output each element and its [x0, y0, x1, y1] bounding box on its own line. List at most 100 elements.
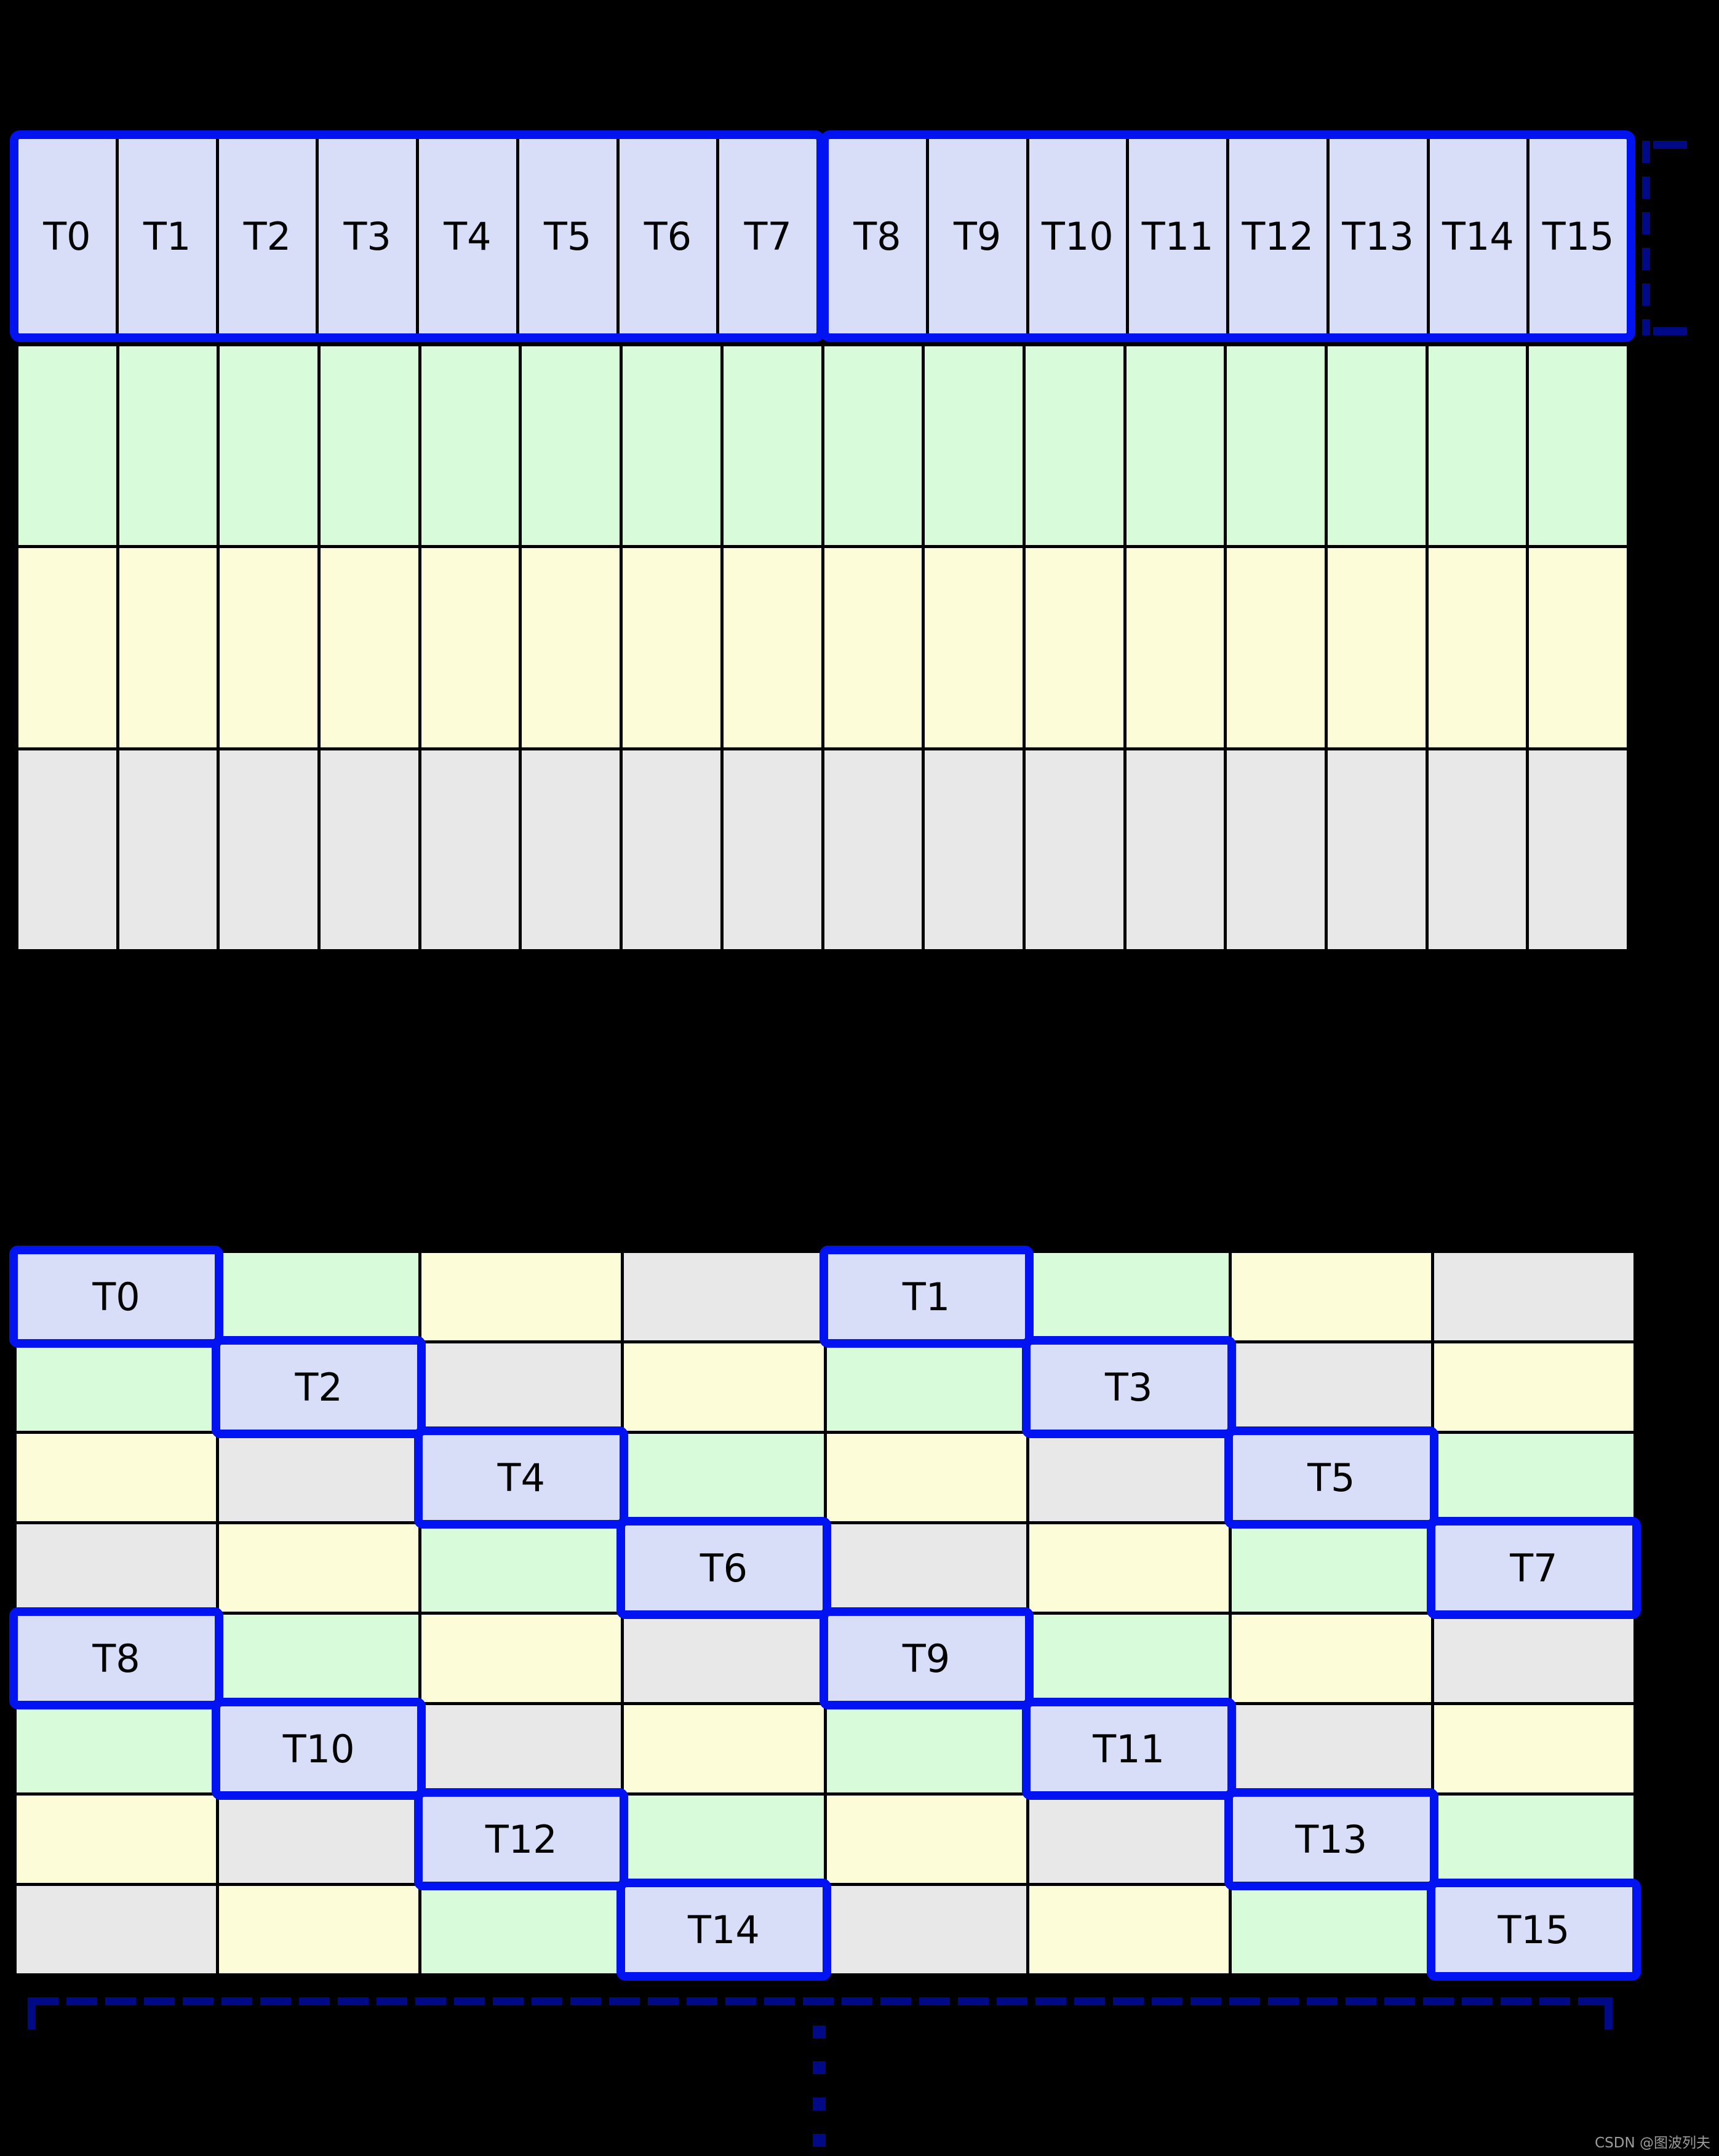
bottom-bracket-right-tick [1605, 1997, 1613, 2029]
bank-cell-blue: T3 [1021, 1336, 1236, 1438]
memory-cell-yellow [1025, 548, 1123, 747]
right-bracket-dashed-line [1642, 141, 1650, 335]
continuation-dot [813, 2098, 826, 2110]
bank-cell-green [1029, 1253, 1229, 1340]
thread-group-warp-half-0: T0 T1 T2 T3 T4 T5 T6 T7 [10, 130, 825, 342]
memory-cell-green [925, 346, 1023, 546]
thread-cell-t9: T9 [928, 139, 1026, 333]
memory-cell-green [220, 346, 318, 546]
memory-cell-gray [18, 750, 116, 949]
memory-cell-yellow [522, 548, 620, 747]
bank-cell-yellow [421, 1253, 621, 1340]
thread-label-t4: T4 [497, 1455, 545, 1500]
bank-cell-green [826, 1343, 1026, 1431]
bank-cell-green [421, 1886, 621, 1973]
bank-cell-yellow [17, 1796, 217, 1883]
bank-cell-yellow [219, 1524, 419, 1612]
thread-cell-t15: T15 [1530, 139, 1627, 333]
continuation-dot [813, 2134, 826, 2147]
bank-cell-green [17, 1343, 217, 1431]
bank-cell-gray [826, 1886, 1026, 1973]
thread-cell-t11: T11 [1129, 139, 1226, 333]
memory-cell-green [321, 346, 418, 546]
memory-cell-green [824, 346, 922, 546]
bank-cell-blue: T1 [819, 1246, 1034, 1348]
thread-cell-t10: T10 [1029, 139, 1127, 333]
right-bracket-bottom-arm [1653, 327, 1687, 335]
bank-cell-green [1434, 1434, 1633, 1521]
memory-cell-green [1327, 346, 1426, 546]
thread-label-t14: T14 [688, 1907, 760, 1952]
bank-cell-yellow [219, 1886, 419, 1973]
bank-cell-green [826, 1705, 1026, 1792]
memory-cell-gray [1327, 750, 1426, 949]
thread-label-t10: T10 [282, 1726, 355, 1772]
bank-cell-gray [1029, 1796, 1229, 1883]
continuation-dot [813, 2061, 826, 2074]
bank-cell-gray [1231, 1705, 1431, 1792]
bank-cell-green [1029, 1615, 1229, 1702]
bank-cell-blue: T10 [212, 1698, 426, 1800]
memory-rows-grid [15, 343, 1630, 952]
bank-cell-green [1231, 1524, 1431, 1612]
bank-cell-blue: T9 [819, 1607, 1034, 1709]
thread-cell-t14: T14 [1429, 139, 1527, 333]
bank-cell-yellow [826, 1434, 1026, 1521]
thread-cell-t5: T5 [519, 139, 616, 333]
bank-cell-gray [1434, 1253, 1633, 1340]
thread-label-t0: T0 [92, 1274, 140, 1319]
thread-label-t6: T6 [700, 1545, 748, 1591]
memory-cell-green [623, 346, 720, 546]
bank-cell-gray [1029, 1434, 1229, 1521]
bank-cell-yellow [624, 1343, 824, 1431]
memory-cell-yellow [824, 548, 922, 747]
bank-cell-green [624, 1796, 824, 1883]
memory-cell-gray [925, 750, 1023, 949]
bank-cell-yellow [826, 1796, 1026, 1883]
memory-cell-gray [321, 750, 418, 949]
bank-cell-gray [219, 1796, 419, 1883]
bank-cell-yellow [17, 1434, 217, 1521]
bank-cell-blue: T14 [616, 1879, 831, 1981]
thread-label-t8: T8 [92, 1636, 140, 1681]
thread-cell-t8: T8 [829, 139, 926, 333]
bank-cell-gray [17, 1886, 217, 1973]
memory-cell-yellow [623, 548, 720, 747]
memory-cell-green [119, 346, 217, 546]
bank-cell-blue: T8 [9, 1607, 224, 1709]
memory-cell-yellow [119, 548, 217, 747]
memory-cell-green [522, 346, 620, 546]
thread-label-t12: T12 [485, 1816, 557, 1862]
memory-cell-green [1025, 346, 1123, 546]
memory-cell-green [1529, 346, 1627, 546]
memory-cell-gray [723, 750, 821, 949]
memory-cell-gray [1428, 750, 1526, 949]
memory-cell-yellow [723, 548, 821, 747]
bank-cell-yellow [1434, 1343, 1633, 1431]
memory-cell-gray [1126, 750, 1224, 949]
bank-cell-gray [624, 1253, 824, 1340]
bank-cell-blue: T4 [414, 1426, 629, 1529]
bank-cell-green [219, 1253, 419, 1340]
thread-label-t3: T3 [1105, 1364, 1153, 1410]
bank-cell-yellow [1029, 1886, 1229, 1973]
bank-cell-green [1434, 1796, 1633, 1883]
memory-cell-green [723, 346, 821, 546]
thread-group-warp-half-1: T8 T9 T10 T11 T12 T13 T14 T15 [820, 130, 1635, 342]
continuation-dot [813, 2026, 826, 2039]
bank-cell-gray [17, 1524, 217, 1612]
memory-cell-gray [119, 750, 217, 949]
memory-cell-green [1227, 346, 1325, 546]
bank-cell-gray [219, 1434, 419, 1521]
memory-cell-yellow [321, 548, 418, 747]
thread-cell-t12: T12 [1229, 139, 1326, 333]
thread-label-t9: T9 [902, 1636, 951, 1681]
thread-cell-t3: T3 [319, 139, 416, 333]
bank-cell-gray [826, 1524, 1026, 1612]
bank-cell-yellow [1434, 1705, 1633, 1792]
memory-cell-gray [623, 750, 720, 949]
bank-cell-yellow [421, 1615, 621, 1702]
thread-label-t5: T5 [1307, 1455, 1355, 1500]
thread-label-t2: T2 [295, 1364, 343, 1410]
